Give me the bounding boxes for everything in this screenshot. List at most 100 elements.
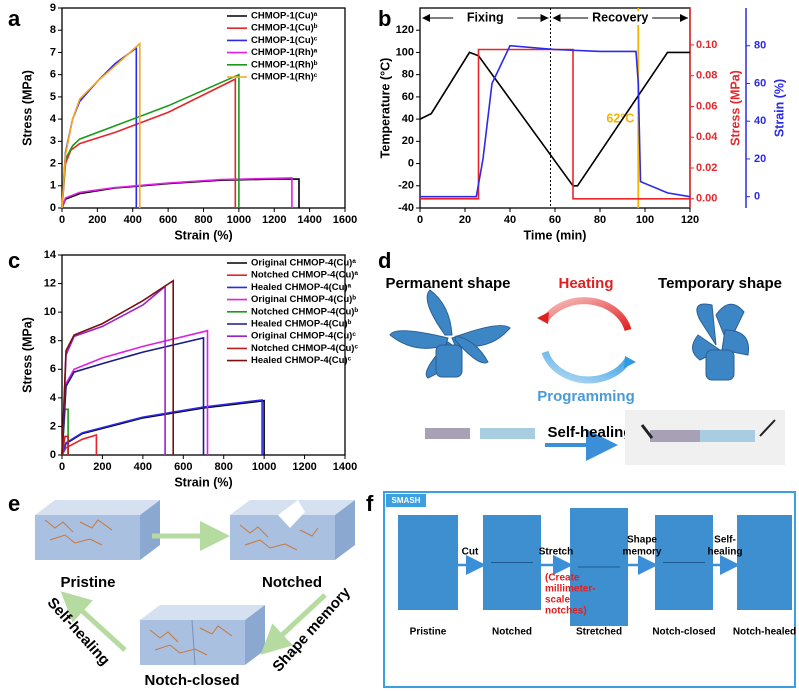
sample (737, 515, 792, 610)
strip (425, 428, 470, 439)
x-tick-label: 1200 (292, 461, 316, 473)
y-tick-label: 14 (44, 249, 57, 261)
arrow-head (624, 356, 636, 368)
note: millimeter- (545, 584, 596, 595)
phase-label: Recovery (592, 10, 648, 24)
block-notched (230, 500, 355, 560)
legend-label: CHMOP-1(Cu)ᵃ (251, 11, 318, 22)
y-tick-label: 9 (50, 2, 56, 14)
label: Notch-closed (144, 672, 239, 689)
label: healing (707, 547, 742, 558)
series-line (61, 41, 141, 209)
label: Shape (627, 535, 657, 546)
legend-label: Healed CHMOP-4(Cu)ᶜ (251, 355, 352, 366)
x-tick-label: 100 (636, 214, 654, 226)
label: Pristine (60, 574, 115, 591)
legend-label: Original CHMOP-4(Cu)ᶜ (251, 331, 356, 342)
y-tick-label: 100 (396, 46, 414, 58)
badge-text: SMASH (392, 496, 421, 505)
legend-label: CHMOP-1(Cu)ᶜ (251, 35, 318, 46)
label: Notched (262, 574, 322, 591)
legend-label: Healed CHMOP-4(Cu)ᵇ (251, 319, 352, 330)
y-tick-label: 8 (50, 24, 56, 36)
panel-letter: c (8, 248, 20, 273)
series-line (61, 329, 209, 456)
y2-tick-label: 0.04 (696, 131, 718, 143)
stage-label: Notched (492, 627, 532, 638)
label: Permanent shape (385, 275, 510, 292)
series-line (61, 177, 293, 209)
series-line (61, 435, 69, 456)
y-tick-label: 20 (402, 135, 414, 147)
permanent-shape (389, 289, 511, 379)
stage-label: Stretched (576, 627, 622, 638)
y-tick-label: 5 (50, 91, 56, 103)
y-tick-label: 0 (50, 202, 56, 214)
panel-letter: d (378, 248, 391, 273)
label: Shape memory (269, 584, 354, 676)
label: Self-healing (547, 424, 632, 441)
y-tick-label: 60 (402, 91, 414, 103)
x-tick-label: 80 (594, 214, 606, 226)
y-tick-label: 1 (50, 180, 56, 192)
y2-axis-title: Stress (MPa) (728, 70, 742, 146)
legend-label: CHMOP-1(Cu)ᵇ (251, 23, 318, 34)
note: notches) (545, 606, 587, 617)
y2-tick-label: 0.10 (696, 39, 717, 51)
y-tick-label: 80 (402, 69, 414, 81)
series-line (420, 48, 690, 200)
x-tick-label: 400 (134, 461, 152, 473)
label: Cut (462, 547, 479, 558)
x-tick-label: 1400 (297, 214, 321, 226)
legend-label: CHMOP-1(Rh)ᶜ (251, 72, 318, 83)
x-axis-title: Strain (%) (174, 228, 232, 242)
strip (700, 430, 755, 442)
x-tick-label: 60 (549, 214, 561, 226)
y-tick-label: -40 (398, 202, 414, 214)
series-line (61, 73, 240, 209)
y-tick-label: 4 (50, 392, 57, 404)
block-pristine (35, 500, 160, 560)
y-tick-label: 0 (408, 157, 414, 169)
series-line (61, 399, 265, 456)
stage-label: Notch-closed (652, 627, 715, 638)
panel-letter: b (378, 6, 391, 31)
x-tick-label: 800 (215, 461, 233, 473)
series-line (61, 433, 98, 456)
label: Programming (537, 388, 635, 405)
y-tick-label: 6 (50, 363, 56, 375)
phase-bg (588, 11, 653, 25)
y-tick-label: 3 (50, 135, 56, 147)
y3-tick-label: 80 (754, 40, 766, 52)
programming-arrow (541, 350, 631, 384)
y-tick-label: 4 (50, 113, 57, 125)
arrow-head (537, 312, 549, 324)
x-tick-label: 40 (504, 214, 516, 226)
y-axis-title: Stress (MPa) (20, 317, 34, 393)
series-line (61, 336, 205, 456)
y3-tick-label: 20 (754, 153, 766, 165)
panel-d: Permanent shape Temporary shape Heating … (385, 275, 785, 465)
x-tick-label: 0 (59, 461, 65, 473)
x-tick-label: 200 (93, 461, 111, 473)
label: memory (623, 547, 662, 558)
note: scale (545, 595, 570, 606)
badge (386, 494, 426, 507)
y3-tick-label: 40 (754, 115, 766, 127)
legend-label: Notched CHMOP-4(Cu)ᵃ (251, 270, 358, 281)
x-tick-label: 20 (459, 214, 471, 226)
y-tick-label: 10 (44, 306, 56, 318)
tweezer (640, 424, 654, 439)
heating-arrow (542, 297, 632, 332)
legend-label: Notched CHMOP-4(Cu)ᶜ (251, 343, 358, 354)
y2-tick-label: 0.02 (696, 162, 717, 174)
x-tick-label: 1400 (333, 461, 357, 473)
x-tick-label: 600 (174, 461, 192, 473)
series-line (61, 399, 263, 456)
arrow (60, 591, 127, 652)
y2-tick-label: 0.06 (696, 100, 717, 112)
x-tick-label: 0 (417, 214, 423, 226)
panel-letter: a (8, 6, 21, 31)
y-axis-title: Stress (MPa) (20, 70, 34, 146)
